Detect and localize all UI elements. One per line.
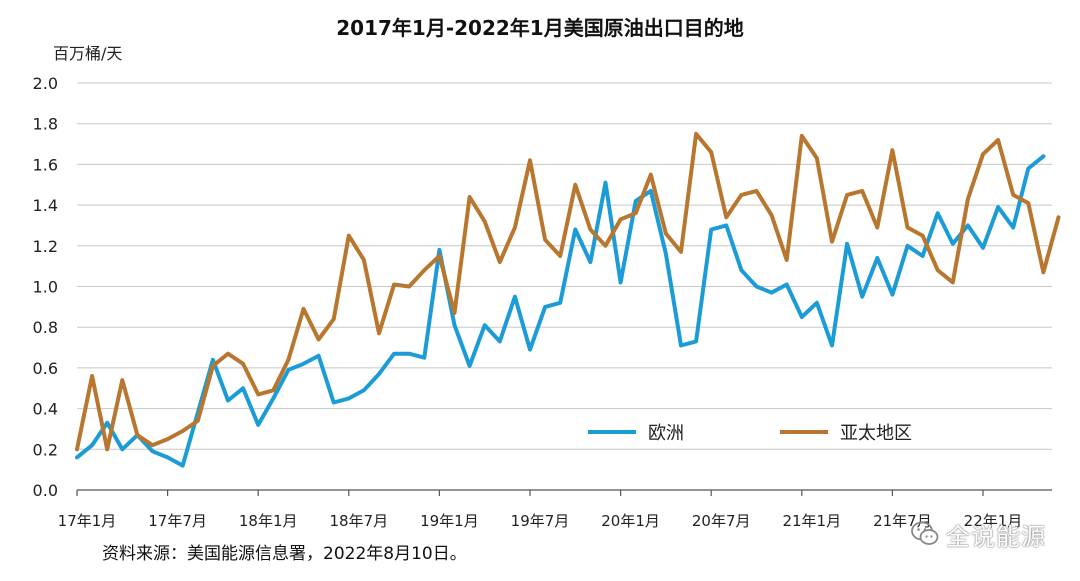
x-tick-label: 18年1月 — [239, 512, 298, 530]
source-note: 资料来源：美国能源信息署，2022年8月10日。 — [102, 544, 467, 564]
x-tick-label: 19年7月 — [511, 512, 570, 530]
series-layer — [75, 131, 1061, 468]
x-tick-label: 20年1月 — [601, 512, 660, 530]
legend: 欧洲 亚太地区 — [588, 423, 912, 444]
grid-lines — [77, 82, 1052, 450]
x-tick-label: 19年1月 — [420, 512, 479, 530]
x-tick-label: 22年1月 — [964, 512, 1023, 530]
x-tick-label: 21年1月 — [782, 512, 841, 530]
series-line-asia-pacific — [75, 131, 1061, 452]
series-line-europe — [75, 154, 1046, 468]
y-tick-label: 1.8 — [33, 115, 58, 134]
watermark: 全说能源 — [910, 516, 1046, 552]
y-tick-label: 0.0 — [33, 481, 58, 500]
y-tick-label: 0.6 — [33, 359, 58, 378]
y-tick-label: 0.2 — [33, 440, 58, 459]
legend-label: 亚太地区 — [840, 423, 912, 444]
legend-label: 欧洲 — [648, 423, 684, 444]
chart-title: 2017年1月-2022年1月美国原油出口目的地 — [336, 16, 743, 40]
y-axis-unit-label: 百万桶/天 — [53, 44, 122, 63]
x-tick-label: 20年7月 — [692, 512, 751, 530]
y-tick-label: 1.6 — [33, 155, 58, 174]
x-axis: 17年1月 17年7月 18年1月 18年7月 19年1月 19年7月 20年1月 20年7月… — [58, 489, 1052, 530]
y-tick-label: 1.2 — [33, 237, 58, 256]
watermark-text: 全说能源 — [946, 522, 1046, 551]
y-tick-label: 1.0 — [33, 278, 58, 297]
x-tick-label: 21年7月 — [873, 512, 932, 530]
y-axis-ticks: 0.0 0.2 0.4 0.6 0.8 1.0 1.2 1.4 1.6 1.8 2.0 — [33, 74, 58, 500]
y-tick-label: 0.4 — [33, 400, 58, 419]
y-tick-label: 1.4 — [33, 196, 58, 215]
y-tick-label: 2.0 — [33, 74, 58, 93]
x-tick-label: 18年7月 — [329, 512, 388, 530]
y-tick-label: 0.8 — [33, 318, 58, 337]
wechat-icon — [911, 521, 939, 545]
x-tick-label: 17年1月 — [58, 512, 117, 530]
x-tick-label: 17年7月 — [148, 512, 207, 530]
